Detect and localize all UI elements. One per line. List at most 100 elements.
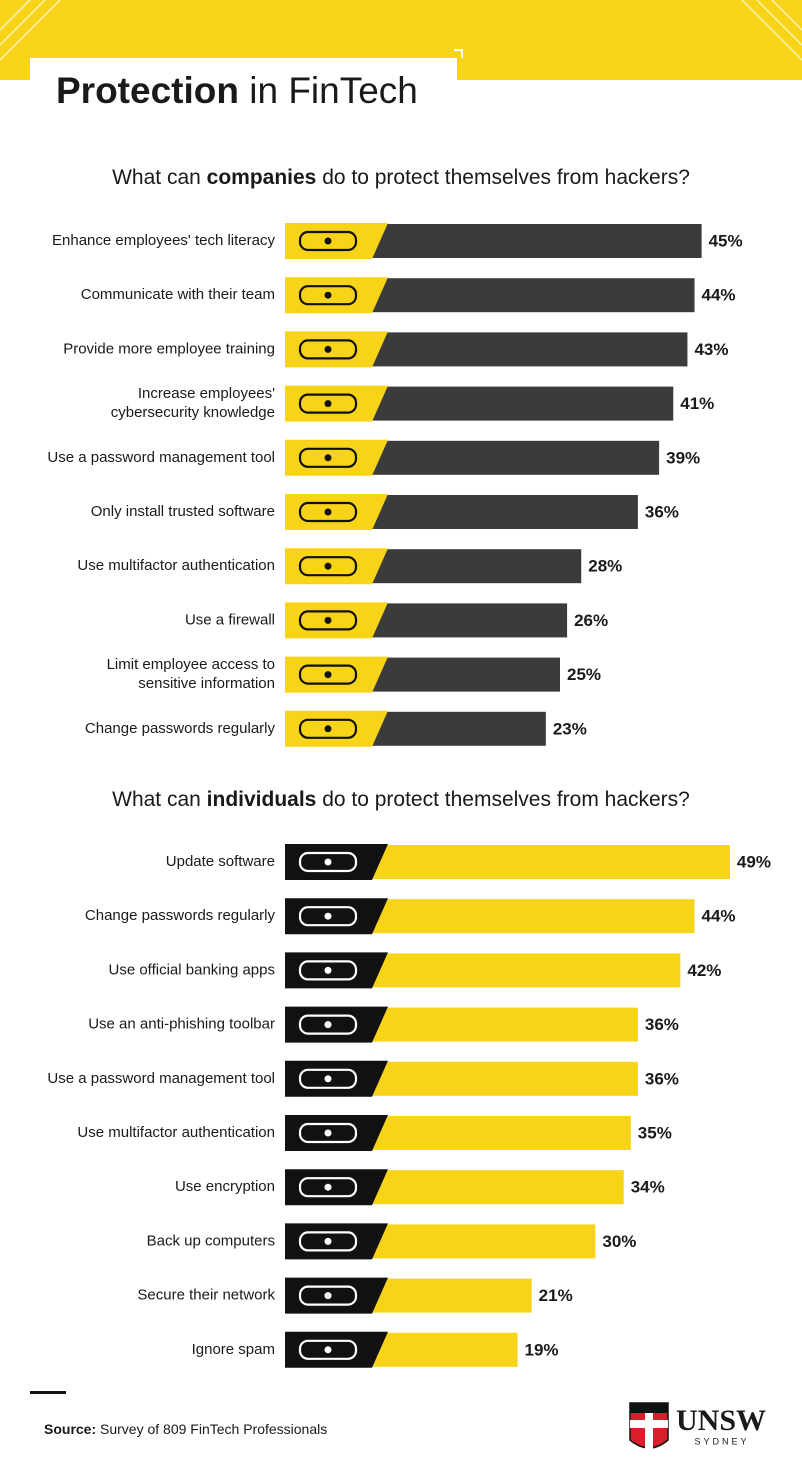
- bar: [370, 332, 688, 367]
- icon: [298, 285, 358, 306]
- source: Source: Survey of 809 FinTech Profession…: [44, 1421, 327, 1437]
- footer-rule: [30, 1391, 66, 1394]
- value-label: 36%: [645, 502, 679, 521]
- icon-dot: [324, 671, 332, 679]
- bar: [370, 953, 681, 988]
- value-label: 19%: [525, 1340, 559, 1359]
- icon-dot: [324, 291, 332, 299]
- bar: [370, 440, 660, 475]
- icon: [298, 447, 358, 468]
- icon-dot: [324, 1183, 332, 1191]
- title-corner: [454, 49, 463, 58]
- category-label: Only install trusted software: [91, 503, 275, 520]
- category-label: Change passwords regularly: [85, 907, 276, 924]
- corner-decor: [0, 0, 802, 61]
- logo-text: UNSW: [676, 1404, 766, 1437]
- bar: [370, 1224, 596, 1259]
- bar: [370, 549, 582, 584]
- bar: [370, 495, 638, 529]
- bar: [370, 224, 702, 258]
- source-text: Survey of 809 FinTech Professionals: [96, 1421, 327, 1437]
- bar: [370, 1061, 638, 1096]
- value-label: 44%: [702, 907, 736, 926]
- bar: [370, 1007, 638, 1042]
- icon: [298, 1068, 358, 1089]
- icon-dot: [324, 858, 332, 866]
- icon: [298, 1339, 358, 1360]
- icon: [298, 501, 358, 523]
- value-label: 43%: [694, 340, 728, 359]
- value-label: 23%: [553, 719, 587, 738]
- category-label: Use multifactor authentication: [77, 557, 275, 574]
- chart-title-part: do to protect themselves from hackers?: [316, 166, 690, 189]
- logo-sub: SYDNEY: [694, 1436, 749, 1446]
- category-label: Communicate with their team: [81, 286, 275, 303]
- icon: [298, 1177, 358, 1198]
- source-label: Source:: [44, 1421, 96, 1437]
- icon: [298, 556, 358, 577]
- icon: [298, 393, 358, 414]
- category-label: Ignore spam: [192, 1341, 275, 1358]
- value-label: 36%: [645, 1069, 679, 1088]
- icon-dot: [324, 1075, 332, 1083]
- category-label: Use official banking apps: [109, 961, 276, 978]
- category-label: Increase employees' cybersecurity knowled…: [111, 385, 275, 421]
- category-label: Use an anti-phishing toolbar: [88, 1016, 275, 1033]
- value-label: 44%: [702, 286, 736, 305]
- bar: [370, 1116, 631, 1150]
- category-label: Limit employee access to sensitive inform…: [107, 656, 275, 692]
- icon-dot: [324, 1292, 332, 1300]
- icon: [298, 610, 358, 631]
- bar: [370, 1332, 518, 1367]
- category-label: Use multifactor authentication: [77, 1124, 275, 1141]
- category-label: Secure their network: [137, 1287, 275, 1304]
- title-rest: in FinTech: [239, 70, 418, 111]
- bar: [370, 386, 674, 421]
- icon-dot: [324, 966, 332, 974]
- category-label: Enhance employees' tech literacy: [52, 232, 275, 249]
- icon-dot: [324, 1237, 332, 1245]
- icon: [298, 1122, 358, 1144]
- bar: [370, 711, 546, 746]
- icon: [298, 1014, 358, 1035]
- icon: [298, 960, 358, 981]
- chart-title-part: What can: [112, 166, 207, 189]
- icon-dot: [324, 508, 332, 516]
- category-label: Use a password management tool: [47, 449, 275, 466]
- page-title: Protection in FinTech: [56, 70, 418, 111]
- icon-dot: [324, 454, 332, 462]
- value-label: 34%: [631, 1178, 665, 1197]
- value-label: 21%: [539, 1286, 573, 1305]
- icon-dot: [324, 1129, 332, 1137]
- icon-dot: [324, 562, 332, 570]
- icon-dot: [324, 345, 332, 353]
- category-label: Change passwords regularly: [85, 720, 276, 737]
- category-label: Use a password management tool: [47, 1070, 275, 1087]
- bar: [370, 278, 695, 313]
- bar: [370, 1278, 532, 1313]
- chart-title-part: What can: [112, 788, 207, 811]
- value-label: 42%: [687, 961, 721, 980]
- icon: [298, 1285, 358, 1306]
- icon: [298, 230, 358, 252]
- bar: [370, 603, 568, 638]
- title-bold: Protection: [56, 70, 239, 111]
- value-label: 35%: [638, 1123, 672, 1142]
- bar: [370, 657, 560, 692]
- category-label: Use a firewall: [185, 611, 275, 628]
- chart-title: What can individuals do to protect thems…: [112, 788, 690, 811]
- value-label: 25%: [567, 665, 601, 684]
- chart-title-part: individuals: [207, 788, 317, 811]
- icon: [298, 339, 358, 360]
- value-label: 30%: [602, 1232, 636, 1251]
- value-label: 49%: [737, 852, 771, 871]
- category-label: Update software: [166, 853, 275, 870]
- icon-dot: [324, 912, 332, 920]
- chart-title-part: companies: [207, 166, 317, 189]
- value-label: 39%: [666, 448, 700, 467]
- icon-dot: [324, 400, 332, 408]
- chart-title-part: do to protect themselves from hackers?: [316, 788, 690, 811]
- chart-title: What can companies do to protect themsel…: [112, 166, 690, 189]
